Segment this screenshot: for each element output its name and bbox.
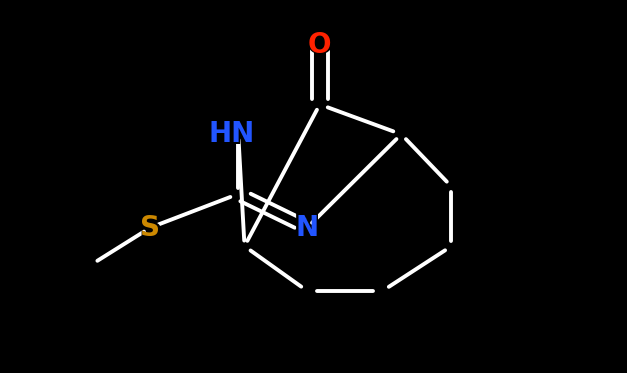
Text: N: N bbox=[293, 211, 321, 244]
Text: S: S bbox=[139, 211, 162, 244]
Text: N: N bbox=[296, 213, 319, 242]
Text: S: S bbox=[140, 213, 161, 242]
Text: HN: HN bbox=[209, 120, 255, 148]
Text: HN: HN bbox=[204, 118, 260, 151]
Text: O: O bbox=[305, 28, 334, 61]
Text: O: O bbox=[308, 31, 332, 59]
